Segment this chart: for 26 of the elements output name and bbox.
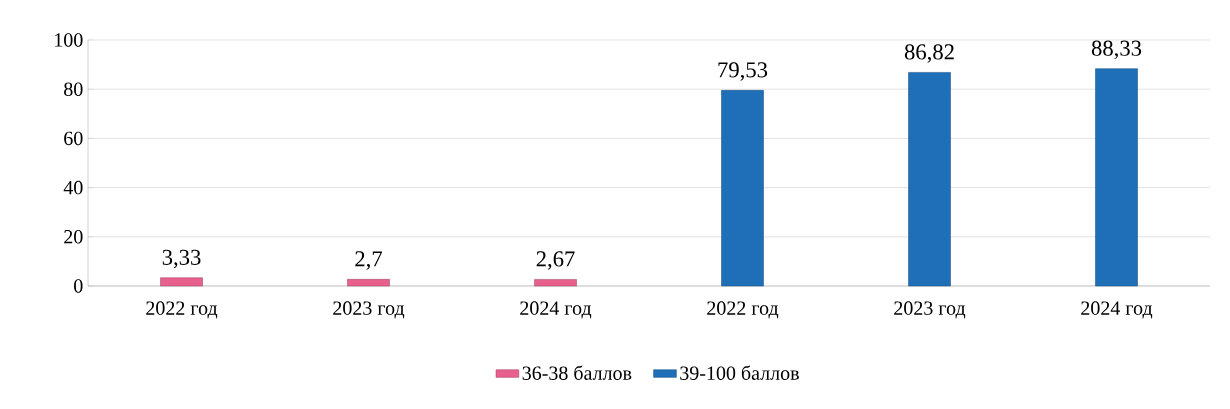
bar [721,90,764,287]
y-tick-label: 40 [63,180,83,195]
data-label: 88,33 [1091,40,1142,60]
x-tick-label: 2023 год [333,301,405,319]
legend-label: 36-38 баллов [522,365,632,380]
bar [908,72,951,287]
x-tick-label: 2022 год [146,301,218,319]
bar [347,279,390,287]
legend-label: 39-100 баллов [680,365,799,380]
data-label: 3,33 [162,249,201,269]
bar [160,277,203,287]
data-label: 86,82 [904,44,954,63]
data-label: 79,53 [718,62,768,81]
y-tick-label: 100 [55,33,83,47]
x-tick-label: 2022 год [707,301,779,319]
y-tick-label: 80 [64,82,83,96]
y-tick-label: 60 [64,131,83,146]
bar [534,279,577,287]
data-label: 2,67 [536,251,575,270]
x-tick-label: 2024 год [520,301,592,319]
y-tick-label: 20 [64,230,83,244]
y-tick-label: 0 [74,279,83,293]
x-tick-label: 2023 год [894,301,966,319]
bar [1095,68,1138,287]
data-label: 2,7 [355,251,383,270]
x-tick-label: 2024 год [1081,301,1153,319]
